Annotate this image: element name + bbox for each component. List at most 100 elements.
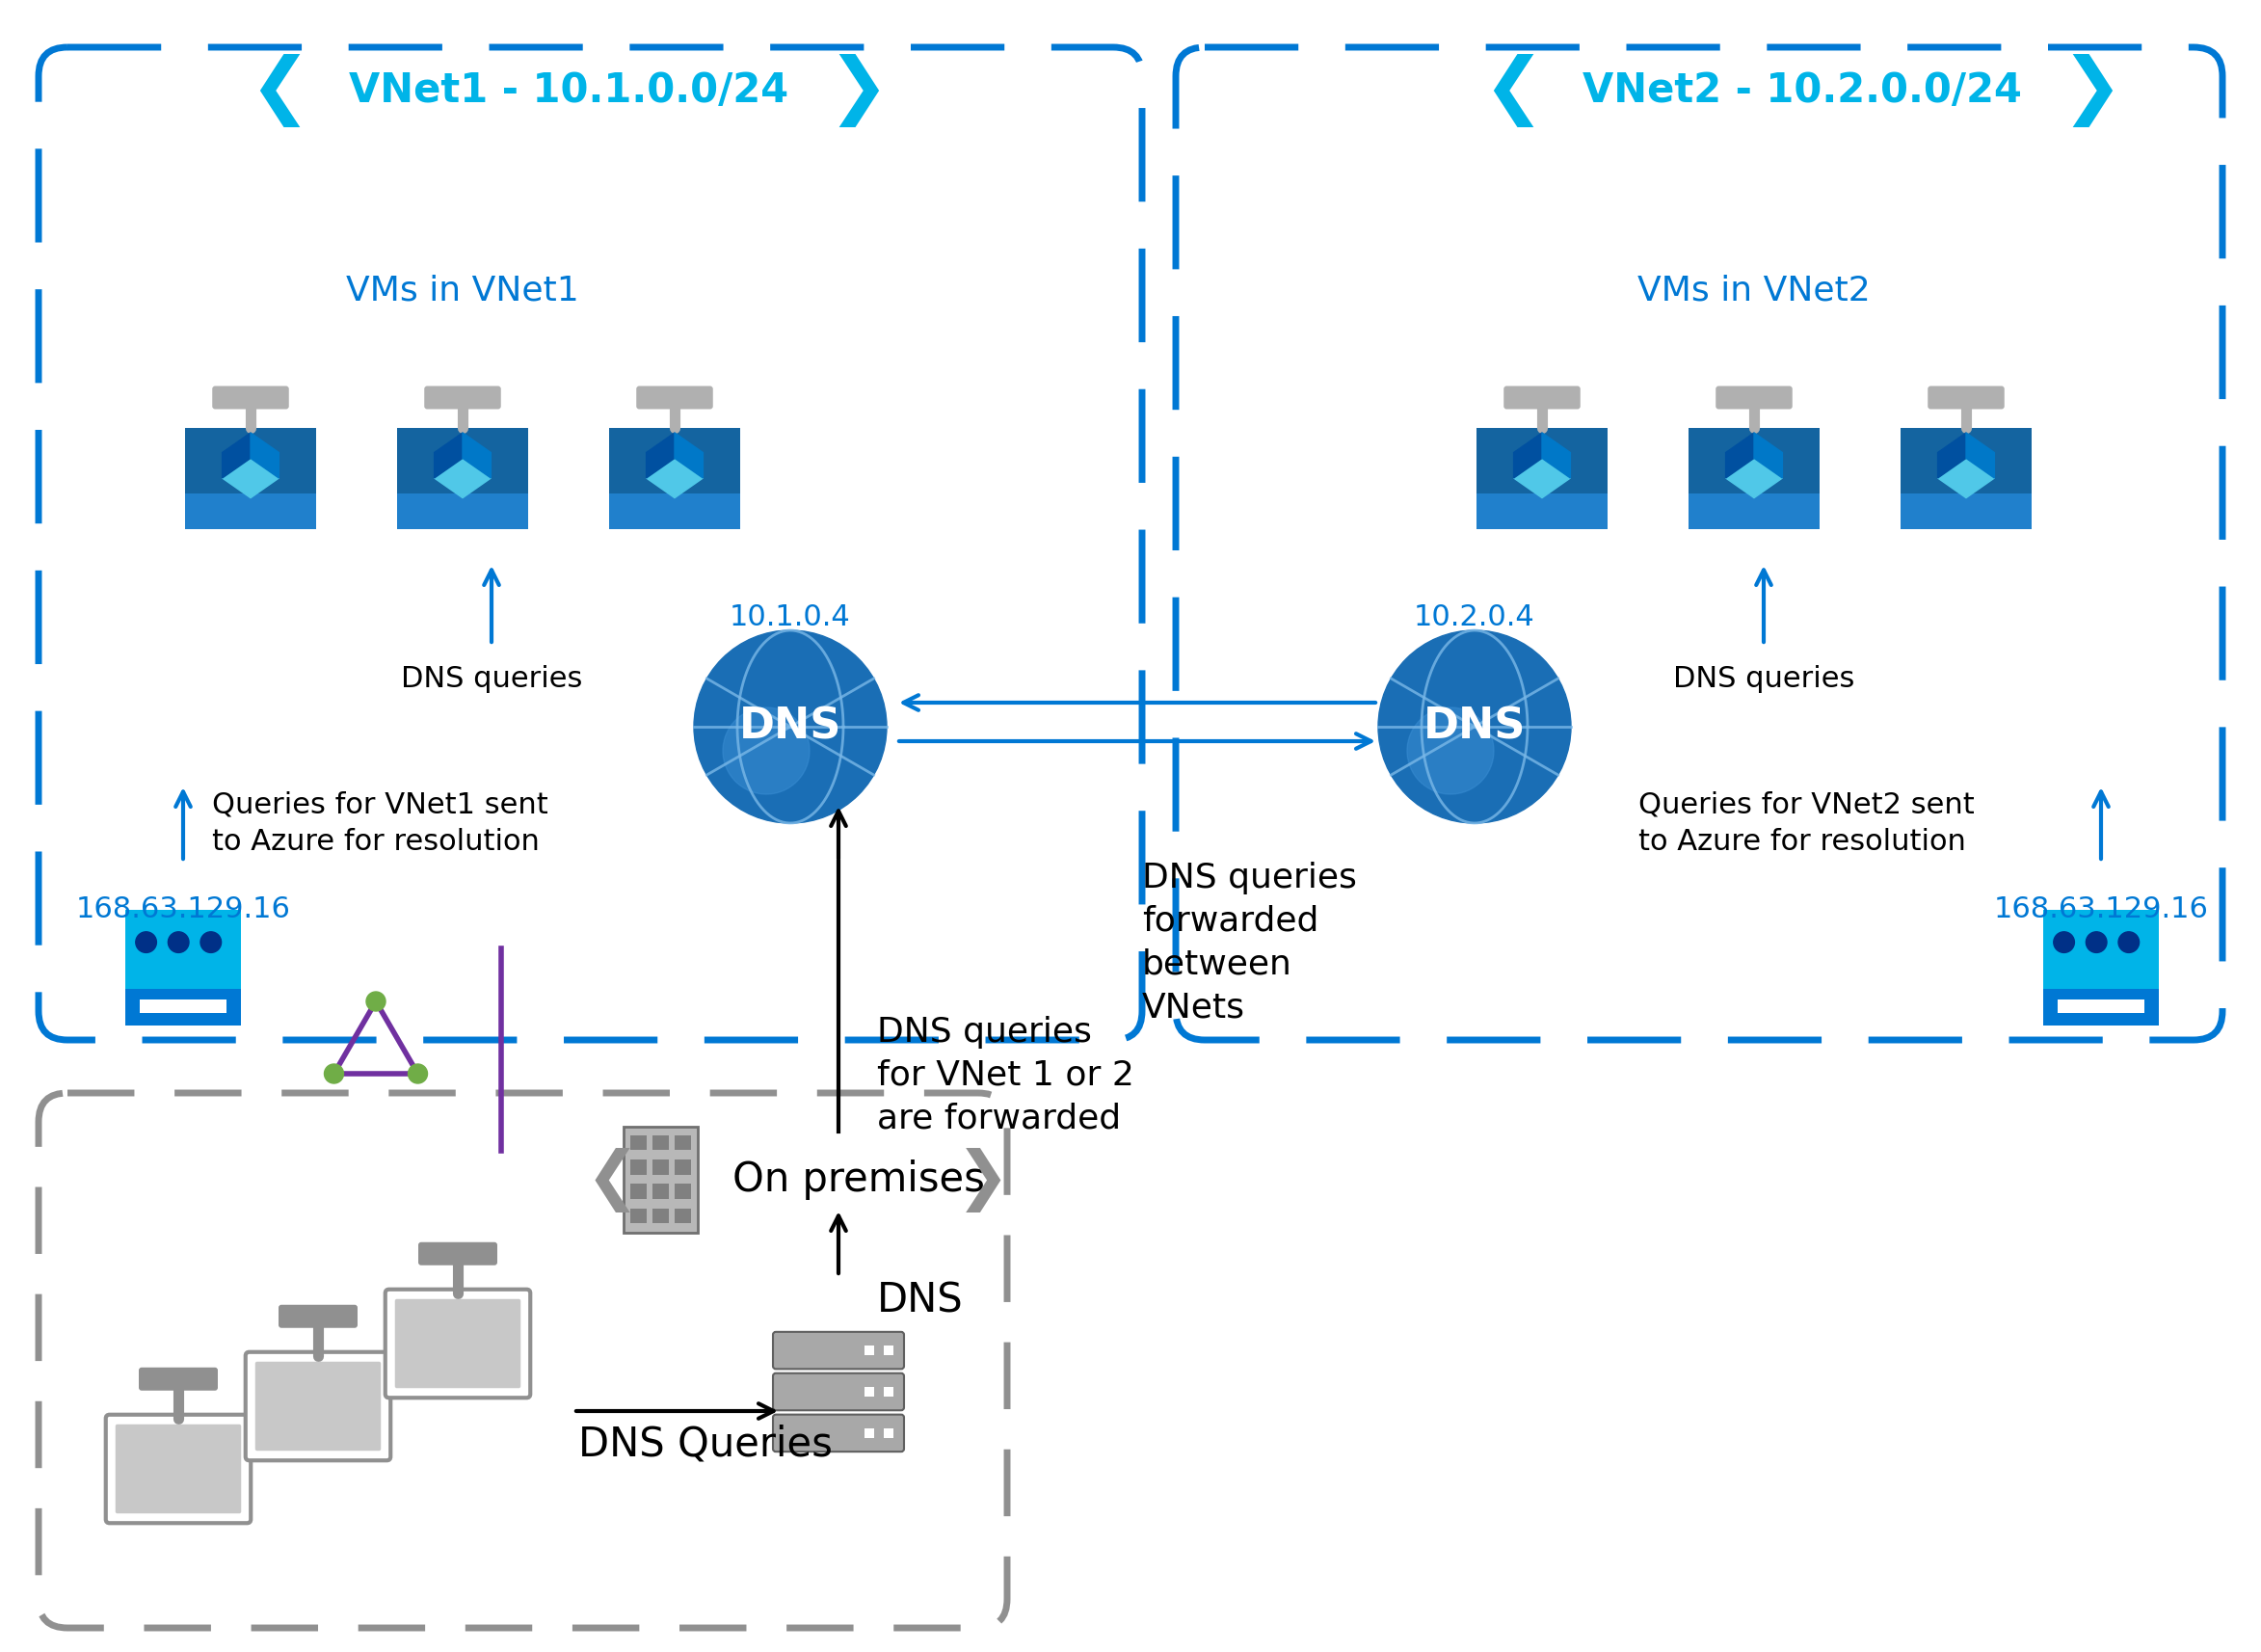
- FancyBboxPatch shape: [124, 910, 242, 1026]
- Polygon shape: [222, 458, 278, 497]
- FancyBboxPatch shape: [631, 1208, 647, 1222]
- FancyBboxPatch shape: [2044, 910, 2159, 1026]
- FancyBboxPatch shape: [653, 1160, 669, 1175]
- Text: ❯: ❯: [956, 1148, 1011, 1213]
- FancyBboxPatch shape: [1504, 387, 1580, 410]
- Circle shape: [409, 1064, 427, 1084]
- Text: VNet2 - 10.2.0.0/24: VNet2 - 10.2.0.0/24: [1583, 71, 2021, 111]
- Text: ❯: ❯: [2060, 55, 2123, 127]
- FancyBboxPatch shape: [1476, 428, 1608, 529]
- Circle shape: [366, 991, 387, 1011]
- Text: ❮: ❮: [586, 1148, 640, 1213]
- FancyBboxPatch shape: [884, 1346, 893, 1355]
- FancyBboxPatch shape: [384, 1289, 531, 1398]
- Circle shape: [323, 1064, 344, 1084]
- Text: DNS queries
forwarded
between
VNets: DNS queries forwarded between VNets: [1142, 862, 1357, 1024]
- Polygon shape: [674, 433, 703, 477]
- Circle shape: [201, 932, 222, 953]
- Polygon shape: [1967, 433, 1994, 477]
- Polygon shape: [1938, 433, 1967, 477]
- Circle shape: [2087, 932, 2107, 953]
- FancyBboxPatch shape: [124, 988, 242, 1026]
- FancyBboxPatch shape: [1899, 428, 2033, 529]
- Text: ❯: ❯: [828, 55, 889, 127]
- FancyBboxPatch shape: [278, 1305, 357, 1328]
- FancyBboxPatch shape: [676, 1135, 692, 1150]
- FancyBboxPatch shape: [398, 428, 529, 529]
- FancyBboxPatch shape: [773, 1332, 904, 1370]
- Text: 10.1.0.4: 10.1.0.4: [730, 603, 850, 631]
- FancyBboxPatch shape: [635, 387, 712, 410]
- Polygon shape: [647, 433, 674, 477]
- Text: Queries for VNet1 sent
to Azure for resolution: Queries for VNet1 sent to Azure for reso…: [213, 791, 547, 856]
- FancyBboxPatch shape: [653, 1184, 669, 1199]
- FancyBboxPatch shape: [1929, 387, 2006, 410]
- Polygon shape: [1513, 433, 1542, 477]
- FancyBboxPatch shape: [140, 999, 226, 1013]
- FancyBboxPatch shape: [185, 494, 317, 529]
- FancyBboxPatch shape: [185, 428, 317, 529]
- Text: ❮: ❮: [249, 55, 310, 127]
- Circle shape: [167, 932, 190, 953]
- Polygon shape: [1725, 458, 1782, 497]
- Polygon shape: [1755, 433, 1782, 477]
- Circle shape: [694, 631, 886, 823]
- Polygon shape: [1513, 458, 1571, 497]
- Text: DNS queries: DNS queries: [1673, 664, 1854, 692]
- FancyBboxPatch shape: [255, 1361, 380, 1450]
- Circle shape: [1406, 707, 1495, 795]
- FancyBboxPatch shape: [653, 1208, 669, 1222]
- Text: On premises: On premises: [733, 1160, 986, 1199]
- Text: Queries for VNet2 sent
to Azure for resolution: Queries for VNet2 sent to Azure for reso…: [1639, 791, 1974, 856]
- FancyBboxPatch shape: [864, 1388, 875, 1396]
- FancyBboxPatch shape: [773, 1373, 904, 1411]
- FancyBboxPatch shape: [246, 1351, 391, 1460]
- FancyBboxPatch shape: [418, 1242, 497, 1265]
- Text: VMs in VNet1: VMs in VNet1: [346, 274, 579, 307]
- FancyBboxPatch shape: [138, 1368, 217, 1391]
- Polygon shape: [1725, 433, 1755, 477]
- Polygon shape: [464, 433, 491, 477]
- Polygon shape: [434, 433, 464, 477]
- Polygon shape: [647, 458, 703, 497]
- Polygon shape: [1938, 458, 1994, 497]
- FancyBboxPatch shape: [676, 1160, 692, 1175]
- FancyBboxPatch shape: [396, 1298, 520, 1388]
- FancyBboxPatch shape: [631, 1135, 647, 1150]
- Text: DNS: DNS: [739, 705, 841, 747]
- FancyBboxPatch shape: [864, 1429, 875, 1437]
- FancyBboxPatch shape: [2044, 988, 2159, 1026]
- Text: VMs in VNet2: VMs in VNet2: [1637, 274, 1870, 307]
- FancyBboxPatch shape: [624, 1127, 696, 1232]
- Text: DNS Queries: DNS Queries: [579, 1424, 832, 1465]
- FancyBboxPatch shape: [884, 1388, 893, 1396]
- Circle shape: [136, 932, 156, 953]
- FancyBboxPatch shape: [676, 1184, 692, 1199]
- FancyBboxPatch shape: [631, 1160, 647, 1175]
- Circle shape: [1379, 631, 1571, 823]
- FancyBboxPatch shape: [213, 387, 289, 410]
- Text: ❮: ❮: [1483, 55, 1544, 127]
- Text: VNet1 - 10.1.0.0/24: VNet1 - 10.1.0.0/24: [348, 71, 789, 111]
- Text: 168.63.129.16: 168.63.129.16: [75, 895, 289, 923]
- FancyBboxPatch shape: [1689, 428, 1820, 529]
- Text: DNS: DNS: [1424, 705, 1526, 747]
- FancyBboxPatch shape: [864, 1346, 875, 1355]
- FancyBboxPatch shape: [115, 1424, 242, 1513]
- Polygon shape: [222, 433, 251, 477]
- FancyBboxPatch shape: [608, 428, 739, 529]
- FancyBboxPatch shape: [1899, 494, 2033, 529]
- Polygon shape: [1542, 433, 1571, 477]
- FancyBboxPatch shape: [653, 1135, 669, 1150]
- FancyBboxPatch shape: [398, 494, 529, 529]
- Text: 10.2.0.4: 10.2.0.4: [1413, 603, 1535, 631]
- FancyBboxPatch shape: [1716, 387, 1793, 410]
- Polygon shape: [251, 433, 278, 477]
- Text: DNS queries
for VNet 1 or 2
are forwarded: DNS queries for VNet 1 or 2 are forwarde…: [877, 1016, 1135, 1135]
- Polygon shape: [434, 458, 491, 497]
- Text: DNS: DNS: [877, 1280, 963, 1320]
- FancyBboxPatch shape: [884, 1429, 893, 1437]
- Circle shape: [2053, 932, 2073, 953]
- FancyBboxPatch shape: [773, 1414, 904, 1452]
- FancyBboxPatch shape: [425, 387, 502, 410]
